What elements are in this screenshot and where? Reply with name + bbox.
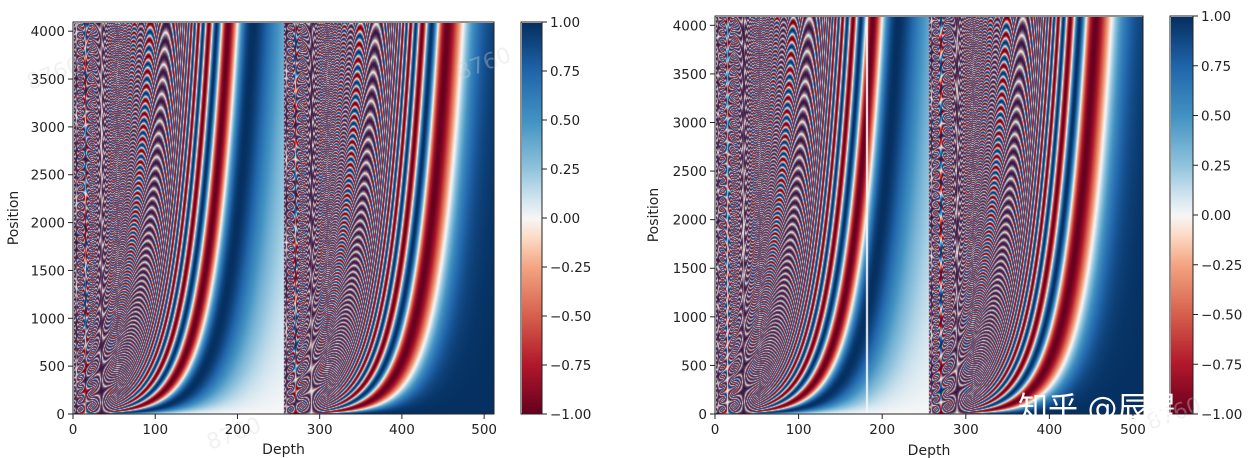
colorbar-tick-label: −0.50 [1201, 308, 1242, 324]
x-tick-label: 300 [953, 422, 979, 438]
left-colorbar-axis: 1.00 0.75 0.50 0.25 0.00 −0.25 −0.50 −0.75 −1.00 [542, 15, 591, 423]
y-tick-label: 2500 [673, 164, 707, 180]
y-tick-label: 3500 [31, 72, 65, 88]
y-tick-label: 0 [698, 407, 707, 423]
colorbar-tick-label: −0.25 [550, 260, 591, 276]
y-tick-label: 1500 [31, 263, 65, 279]
colorbar-tick-label: 0.50 [1201, 109, 1231, 125]
colorbar-tick-label: −1.00 [1201, 407, 1242, 423]
left-y-axis: 0 500 1000 1500 2000 2500 3000 3500 4000 [31, 24, 73, 423]
x-tick-label: 500 [1120, 422, 1146, 438]
colorbar-tick-label: 0.25 [1201, 158, 1231, 174]
colorbar-tick-label: 0.75 [1201, 59, 1231, 75]
y-tick-label: 1000 [31, 311, 65, 327]
x-tick-label: 200 [225, 422, 251, 438]
left-x-axis: 0 100 200 300 400 500 [69, 414, 497, 438]
y-tick-label: 0 [56, 407, 65, 423]
x-tick-label: 0 [69, 422, 78, 438]
y-tick-label: 500 [681, 358, 707, 374]
colorbar-tick-label: 1.00 [1201, 9, 1231, 25]
right-x-axis-label: Depth [908, 443, 951, 458]
colorbar-tick-label: 0.25 [550, 162, 580, 178]
right-colorbar-axis: 1.00 0.75 0.50 0.25 0.00 −0.25 −0.50 −0.75 −1.00 [1193, 9, 1242, 423]
faint-watermark: 8760 [204, 413, 265, 456]
colorbar-tick-label: 0.00 [1201, 208, 1231, 224]
x-tick-label: 100 [786, 422, 812, 438]
left-x-axis-label: Depth [262, 442, 305, 458]
x-tick-label: 400 [389, 422, 415, 438]
x-tick-label: 100 [142, 422, 168, 438]
colorbar-tick-label: −0.75 [550, 358, 591, 374]
y-tick-label: 4000 [31, 24, 65, 40]
x-tick-label: 300 [307, 422, 333, 438]
x-tick-label: 200 [869, 422, 895, 438]
x-tick-label: 400 [1036, 422, 1062, 438]
x-tick-label: 0 [711, 422, 720, 438]
left-heatmap-image [74, 23, 494, 414]
right-y-axis: 0 500 1000 1500 2000 2500 3000 3500 4000 [673, 18, 715, 423]
colorbar-tick-label: 0.75 [550, 64, 580, 80]
colorbar-tick-label: 0.00 [550, 211, 580, 227]
y-tick-label: 3000 [673, 115, 707, 131]
colorbar-tick-label: 1.00 [550, 15, 580, 31]
right-colorbar-image [1171, 17, 1193, 414]
y-tick-label: 2000 [31, 216, 65, 232]
y-tick-label: 500 [39, 359, 65, 375]
colorbar-tick-label: −0.25 [1201, 258, 1242, 274]
right-x-axis: 0 100 200 300 400 500 [711, 414, 1146, 438]
colorbar-tick-label: −1.00 [550, 407, 591, 423]
right-y-axis-label: Position [646, 188, 662, 243]
y-tick-label: 4000 [673, 18, 707, 34]
x-tick-label: 500 [471, 422, 497, 438]
colorbar-tick-label: 0.50 [550, 113, 580, 129]
colorbar-tick-label: −0.50 [550, 309, 591, 325]
y-tick-label: 2000 [673, 213, 707, 229]
y-tick-label: 2500 [31, 168, 65, 184]
colorbar-tick-label: −0.75 [1201, 357, 1242, 373]
y-tick-label: 1500 [673, 261, 707, 277]
right-heatmap-image [716, 17, 1143, 414]
y-tick-label: 1000 [673, 310, 707, 326]
left-colorbar-image [522, 23, 542, 414]
y-tick-label: 3500 [673, 67, 707, 83]
left-y-axis-label: Position [6, 191, 22, 246]
y-tick-label: 3000 [31, 120, 65, 136]
